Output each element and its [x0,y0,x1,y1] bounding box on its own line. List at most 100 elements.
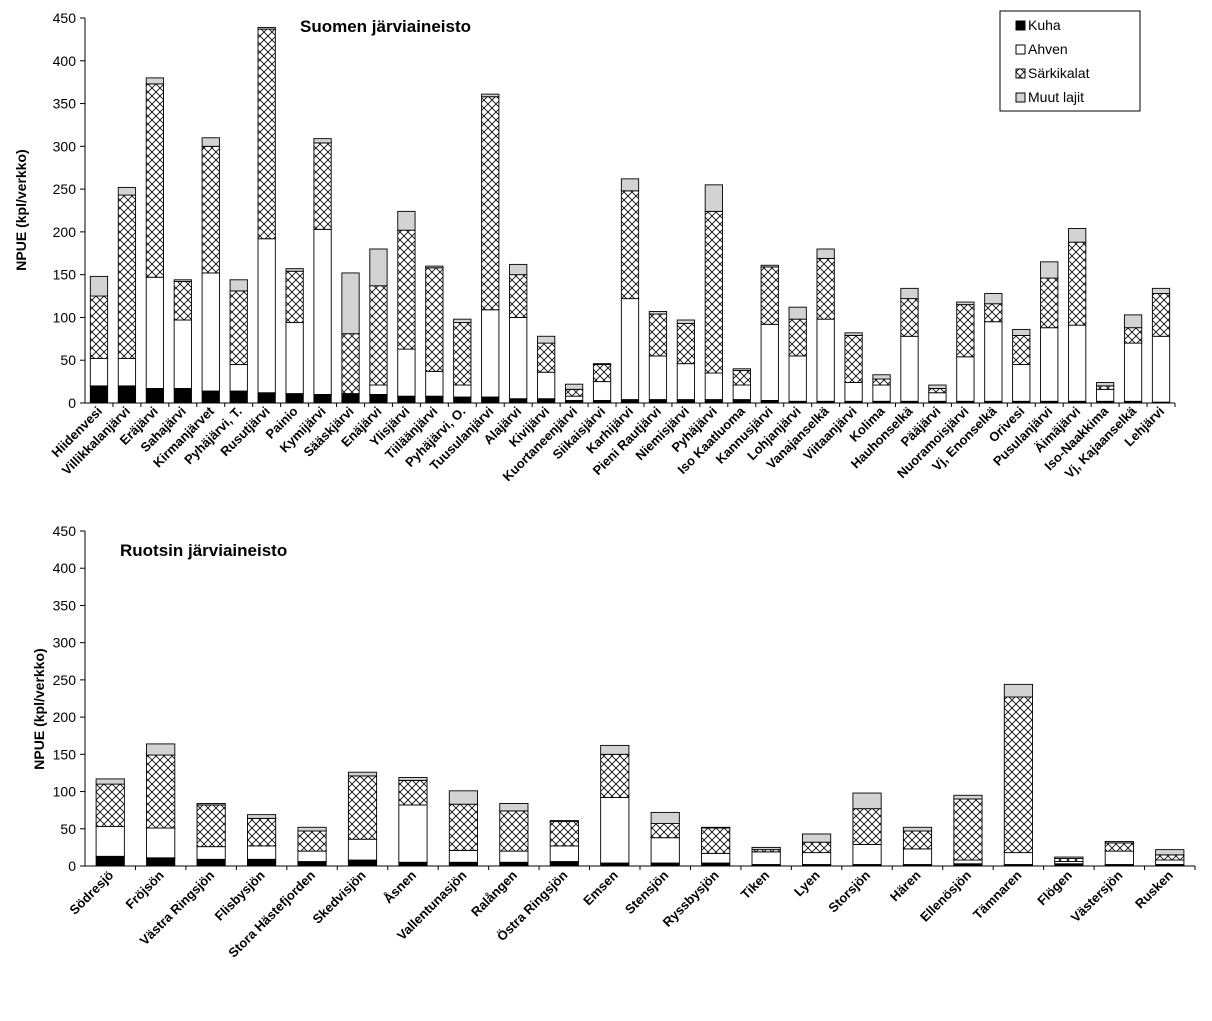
bar-segment-muut-lajit [1123,314,1143,329]
bar-segment-sarkikalat [900,298,919,337]
bar-segment-ahven [564,395,584,401]
bar-stack [247,814,277,867]
bar-segment-muut-lajit [341,272,360,335]
x-axis-labels: HiidenvesiVillikkalanjärviEräjärviSahajä… [49,403,1168,484]
bar-segment-sarkikalat [369,285,388,386]
bar-segment-ahven [398,804,428,863]
bar-segment-kuha [398,861,428,867]
y-tick-label: 400 [53,560,77,576]
bar-segment-kuha [257,392,276,404]
bar-segment-ahven [956,356,975,402]
bar-segment-muut-lajit [145,77,164,85]
bar-segment-ahven [145,276,164,389]
bar-segment-ahven [802,852,832,865]
bar-stack [1012,328,1031,404]
bar-segment-muut-lajit [902,826,933,832]
bar-segment-ahven [453,384,472,398]
bar-segment-ahven [549,845,579,862]
bar-segment-muut-lajit [509,263,528,276]
bar-segment-sarkikalat [257,28,276,240]
bar-segment-sarkikalat [788,318,807,357]
x-tick-label: Fröjsön [122,867,166,911]
bar-segment-ahven [313,228,332,395]
bar-segment-kuha [285,393,304,404]
bar-segment-muut-lajit [201,137,220,147]
bar-segment-kuha [297,861,327,867]
bar-segment-ahven [701,852,731,864]
bar-segment-kuha [146,857,176,867]
bar-stack [201,137,220,404]
bar-stack [1096,382,1115,404]
bar-segment-sarkikalat [676,322,696,365]
bar-segment-ahven [872,384,891,402]
bar-segment-muut-lajit [872,374,891,380]
x-tick-label: Ellenösjön [917,867,974,924]
bar-segment-kuha [620,399,640,404]
bar-stack [701,826,731,867]
bar-segment-kuha [397,395,416,404]
y-tick-label: 450 [53,523,77,539]
bar-segment-muut-lajit [95,778,125,785]
bar-stack [1068,228,1087,404]
bar-segment-ahven [788,355,807,402]
bar-segment-muut-lajit [751,846,781,851]
bar-segment-ahven [297,850,327,862]
bar-segment-sarkikalat [537,342,556,373]
bar-segment-sarkikalat [397,229,416,350]
bar-segment-ahven [247,845,277,860]
x-tick-label: Rusken [1132,867,1176,911]
bar-segment-sarkikalat [196,804,226,848]
bar-segment-muut-lajit [313,138,332,144]
bar-stack [1155,849,1185,867]
bar-segment-ahven [257,238,276,394]
bar-segment-kuha [549,861,579,867]
bar-stack [297,826,327,867]
bar-segment-ahven [173,319,192,389]
y-tick-label: 450 [53,10,77,26]
bar-segment-sarkikalat [95,783,125,827]
bar-segment-sarkikalat [398,779,428,806]
chart-title: Ruotsin järviaineisto [120,541,287,560]
y-tick-label: 250 [53,181,77,197]
legend-swatch [1015,20,1026,31]
bar-segment-ahven [650,837,680,864]
x-tick-label: Skedvisjön [309,867,368,926]
x-tick-label: Södresjö [66,867,116,917]
legend-swatch [1015,92,1026,103]
legend-label: Kuha [1028,17,1061,33]
bar-stack [313,138,332,404]
bar-segment-sarkikalat [704,210,723,374]
bar-segment-kuha [453,396,472,404]
bar-segment-sarkikalat [564,388,584,397]
bar-segment-muut-lajit [852,792,882,810]
y-tick-label: 150 [53,746,77,762]
bar-segment-ahven [95,826,125,857]
bar-stack [953,794,983,867]
bar-segment-muut-lajit [257,26,276,30]
bar-segment-ahven [953,859,983,865]
legend-label: Särkikalat [1028,65,1090,81]
axes [84,18,1176,407]
bar-segment-kuha [201,390,220,404]
bar-segment-ahven [1068,324,1087,402]
bar-stack [902,826,933,867]
bar-segment-muut-lajit [196,803,226,806]
bar-segment-sarkikalat [844,334,863,383]
bar-segment-muut-lajit [549,820,579,822]
bar-stack [816,248,835,404]
bar-segment-muut-lajit [397,210,416,231]
y-tick-label: 250 [53,672,77,688]
bar-stack [852,792,882,867]
bar-segment-muut-lajit [701,826,731,829]
bar-stack [145,77,164,404]
bar-segment-kuha [229,390,248,404]
bar-segment-muut-lajit [802,833,832,843]
bar-segment-sarkikalat [650,823,680,839]
bar-segment-ahven [620,298,640,401]
bar-segment-ahven [229,364,248,392]
bar-segment-sarkikalat [1155,854,1185,861]
bar-segment-muut-lajit [564,383,584,390]
bar-segment-sarkikalat [453,322,472,386]
bar-segment-ahven [448,849,478,863]
